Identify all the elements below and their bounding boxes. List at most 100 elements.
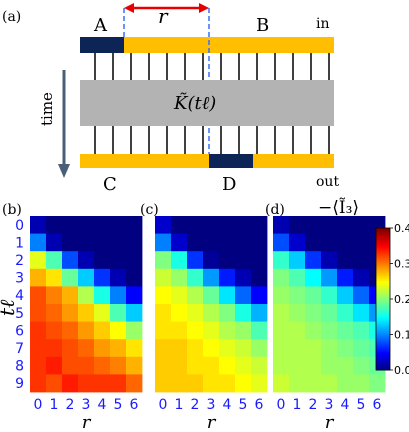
heatmap-cell xyxy=(235,233,252,252)
x-tick-label: 5 xyxy=(239,397,248,413)
heatmap-cell xyxy=(273,233,290,252)
heatmap-cell xyxy=(203,321,220,340)
input-bar xyxy=(80,37,334,53)
heatmap-cell xyxy=(353,268,370,287)
heatmap-cell xyxy=(78,321,95,340)
colorbar-segment xyxy=(376,325,390,328)
heatmap-cell xyxy=(171,233,188,252)
heatmap-cell xyxy=(94,286,111,305)
wires-bottom xyxy=(94,126,330,154)
x-axis-label: r xyxy=(82,412,92,432)
heatmap-cell xyxy=(155,216,172,234)
heatmap-cell xyxy=(171,304,188,322)
label-in: in xyxy=(316,16,330,32)
colorbar-segment xyxy=(376,246,390,249)
colorbar-segment xyxy=(376,365,390,369)
heatmap-cell xyxy=(46,286,63,305)
colorbar-segment xyxy=(376,311,390,314)
heatmap-cell xyxy=(30,233,47,252)
heatmap-cell xyxy=(62,304,79,322)
heatmap-cell xyxy=(94,268,111,287)
region-d xyxy=(209,154,253,168)
heatmap-cell xyxy=(62,374,79,393)
heatmap-cell xyxy=(289,374,306,393)
heatmap-cell xyxy=(30,304,47,322)
colorbar-segment xyxy=(376,242,390,245)
heatmap-cell xyxy=(78,304,95,322)
heatmap-cell xyxy=(171,356,188,375)
heatmap-cell xyxy=(353,321,370,340)
heatmap-cell xyxy=(171,268,188,287)
heatmap-cell xyxy=(126,268,143,287)
heatmap-cell xyxy=(289,304,306,322)
colorbar-segment xyxy=(376,266,390,270)
heatmap-cell xyxy=(187,268,204,287)
x-tick-label: 2 xyxy=(309,397,318,413)
heatmap-cell xyxy=(289,216,306,234)
x-tick-label: 5 xyxy=(357,397,366,413)
colorbar-segment xyxy=(376,290,390,294)
colorbar-segment xyxy=(376,333,390,337)
heatmap-cell xyxy=(251,268,268,287)
colorbar-segment xyxy=(376,262,390,266)
heatmap-cell xyxy=(94,356,111,375)
x-tick-label: 3 xyxy=(325,397,334,413)
heatmap-cell xyxy=(321,216,338,234)
heatmap-cell xyxy=(337,321,354,340)
colorbar-segment xyxy=(376,258,390,261)
colorbar-segment xyxy=(376,307,390,310)
heatmap-cell xyxy=(187,304,204,322)
heatmap-cell xyxy=(251,251,268,270)
panel-label-b: (b) xyxy=(2,202,22,218)
heatmap-cell xyxy=(353,356,370,375)
heatmap-cell xyxy=(171,216,188,234)
r-arrow-right-head xyxy=(199,3,209,13)
colorbar-segment xyxy=(376,248,390,251)
heatmap-cell xyxy=(321,268,338,287)
colorbar-segment xyxy=(376,343,390,347)
heatmap-cell xyxy=(251,304,268,322)
heatmap-cell xyxy=(110,251,127,270)
heatmap-cell xyxy=(62,233,79,252)
heatmap-cell xyxy=(46,321,63,340)
heatmap-cell xyxy=(337,339,354,358)
heatmap-cell xyxy=(289,268,306,287)
y-tick-label: 4 xyxy=(15,288,24,304)
heatmap-cell xyxy=(155,268,172,287)
colorbar-segment xyxy=(376,299,390,302)
colorbar-segment xyxy=(376,345,390,349)
heatmap-cell xyxy=(203,304,220,322)
heatmap-cell xyxy=(235,216,252,234)
heatmap-cell xyxy=(46,216,63,234)
heatmap-cell xyxy=(321,233,338,252)
heatmap-cell xyxy=(289,339,306,358)
heatmap-cell xyxy=(273,339,290,358)
heatmap-cell xyxy=(187,356,204,375)
heatmap-cell xyxy=(251,216,268,234)
x-tick-label: 2 xyxy=(191,397,200,413)
heatmap-cell xyxy=(337,216,354,234)
y-tick-label: 7 xyxy=(15,341,24,357)
heatmap-cell xyxy=(126,251,143,270)
heatmap-cell xyxy=(46,356,63,375)
heatmap-cell xyxy=(155,251,172,270)
colorbar-segment xyxy=(376,353,390,357)
heatmap-cell xyxy=(305,339,322,358)
heatmap-cell xyxy=(251,286,268,305)
colorbar-tick-label: 0.3 xyxy=(394,258,409,271)
x-tick-label: 4 xyxy=(341,397,350,413)
heatmap-cell xyxy=(187,216,204,234)
heatmap-cell xyxy=(203,374,220,393)
colorbar-segment xyxy=(376,337,390,341)
colorbar-segment xyxy=(376,276,390,280)
heatmap-cell xyxy=(273,268,290,287)
heatmap-cell xyxy=(110,286,127,305)
colorbar-segment xyxy=(376,284,390,288)
heatmap-cell xyxy=(62,339,79,358)
colorbar-segment xyxy=(376,254,390,257)
x-tick-label: 4 xyxy=(98,397,107,413)
heatmap-cell xyxy=(251,356,268,375)
x-tick-label: 6 xyxy=(255,397,264,413)
label-d: D xyxy=(222,174,236,195)
heatmap-cell xyxy=(321,339,338,358)
